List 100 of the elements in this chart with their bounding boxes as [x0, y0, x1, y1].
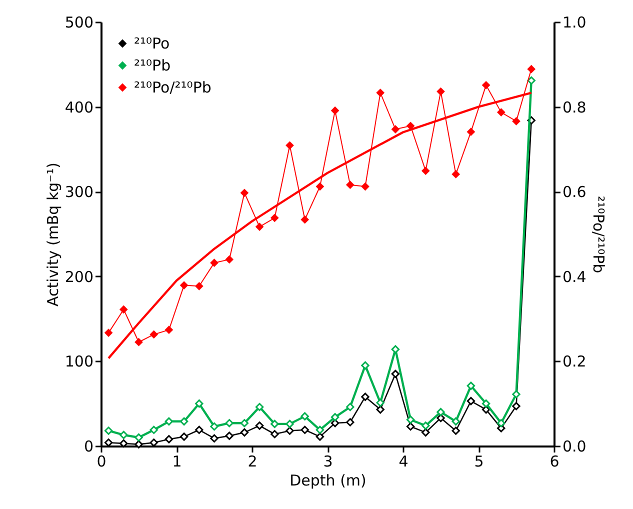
point — [391, 345, 400, 354]
point — [422, 422, 430, 430]
x-tick-label: 3 — [323, 452, 333, 470]
y2-tick-label: 1.0 — [562, 14, 586, 32]
point — [240, 428, 249, 437]
point — [376, 88, 385, 97]
point — [210, 422, 218, 431]
point — [150, 426, 158, 434]
x-tick-label: 0 — [96, 452, 106, 470]
y-tick-label: 100 — [64, 352, 94, 371]
x-axis-title: Depth (m) — [290, 472, 366, 490]
y-tick-label: 500 — [64, 14, 94, 32]
x-tick-label: 2 — [248, 452, 258, 470]
y-tick-label: 0 — [84, 438, 94, 456]
point — [164, 417, 174, 426]
point — [104, 328, 113, 337]
point — [436, 87, 445, 96]
y2-tick-label: 0.2 — [562, 352, 586, 371]
y2-tick-label: 0.8 — [562, 98, 586, 116]
point — [512, 390, 520, 398]
point — [210, 258, 218, 268]
point — [346, 418, 354, 426]
point — [270, 214, 279, 222]
point — [436, 408, 445, 416]
point — [466, 128, 476, 136]
point — [376, 398, 384, 407]
point — [346, 402, 354, 412]
point — [482, 80, 490, 90]
point — [134, 440, 143, 448]
x-tick-label: 1 — [172, 452, 182, 470]
y2-tick-label: 0.4 — [562, 268, 586, 286]
y2-tick-label: 0.6 — [562, 183, 586, 202]
point — [452, 426, 460, 435]
point — [210, 434, 218, 442]
point — [466, 382, 476, 390]
point — [180, 281, 188, 290]
point — [346, 180, 354, 189]
point — [496, 108, 506, 116]
point — [195, 426, 204, 434]
y-axis-title: Activity (mBq kg⁻¹) — [44, 162, 62, 306]
point — [391, 125, 400, 134]
y2-tick-label: 0.0 — [562, 438, 586, 456]
point — [194, 282, 204, 290]
point — [119, 305, 128, 314]
point — [482, 399, 490, 408]
point — [452, 170, 460, 178]
point — [195, 399, 204, 408]
point — [300, 426, 309, 434]
point — [361, 361, 370, 370]
point — [286, 420, 294, 428]
point — [406, 422, 415, 431]
point — [240, 419, 249, 428]
y2-axis-title: ²¹⁰Po/²¹⁰Pb — [589, 196, 608, 274]
point — [164, 435, 174, 444]
point — [180, 432, 188, 441]
point — [300, 412, 309, 420]
point — [120, 439, 128, 448]
point — [104, 426, 113, 435]
point — [180, 417, 188, 426]
point — [527, 76, 536, 85]
point — [497, 419, 506, 428]
point — [255, 402, 264, 412]
point — [270, 420, 279, 428]
point — [406, 416, 415, 424]
point — [512, 402, 520, 410]
point — [330, 413, 340, 422]
point — [316, 182, 324, 191]
y-tick-label: 400 — [64, 98, 94, 116]
point — [422, 428, 430, 437]
point — [255, 222, 264, 231]
legend-label: ²¹⁰Pb — [134, 56, 171, 74]
point — [316, 432, 324, 441]
legend-label: ²¹⁰Po/²¹⁰Pb — [134, 78, 212, 96]
point — [316, 426, 324, 434]
point — [225, 432, 234, 440]
y-tick-label: 200 — [64, 268, 94, 286]
point — [512, 117, 520, 126]
point — [421, 166, 430, 176]
legend-label: ²¹⁰Po — [134, 34, 170, 52]
y-tick-label: 300 — [64, 183, 94, 202]
x-tick-label: 4 — [398, 452, 408, 470]
point — [330, 419, 340, 428]
point — [286, 141, 294, 150]
x-tick-label: 5 — [474, 452, 484, 470]
point — [466, 396, 476, 406]
point — [361, 392, 370, 401]
point — [300, 215, 310, 224]
point — [376, 405, 384, 414]
point — [255, 422, 264, 430]
point — [225, 255, 234, 264]
point — [240, 188, 249, 198]
point — [527, 64, 536, 74]
point — [286, 426, 294, 435]
point — [150, 330, 158, 339]
point — [164, 326, 174, 334]
point — [330, 106, 340, 115]
point — [120, 430, 128, 440]
point — [134, 338, 143, 346]
x-tick-label: 6 — [550, 452, 560, 470]
point — [391, 370, 400, 378]
